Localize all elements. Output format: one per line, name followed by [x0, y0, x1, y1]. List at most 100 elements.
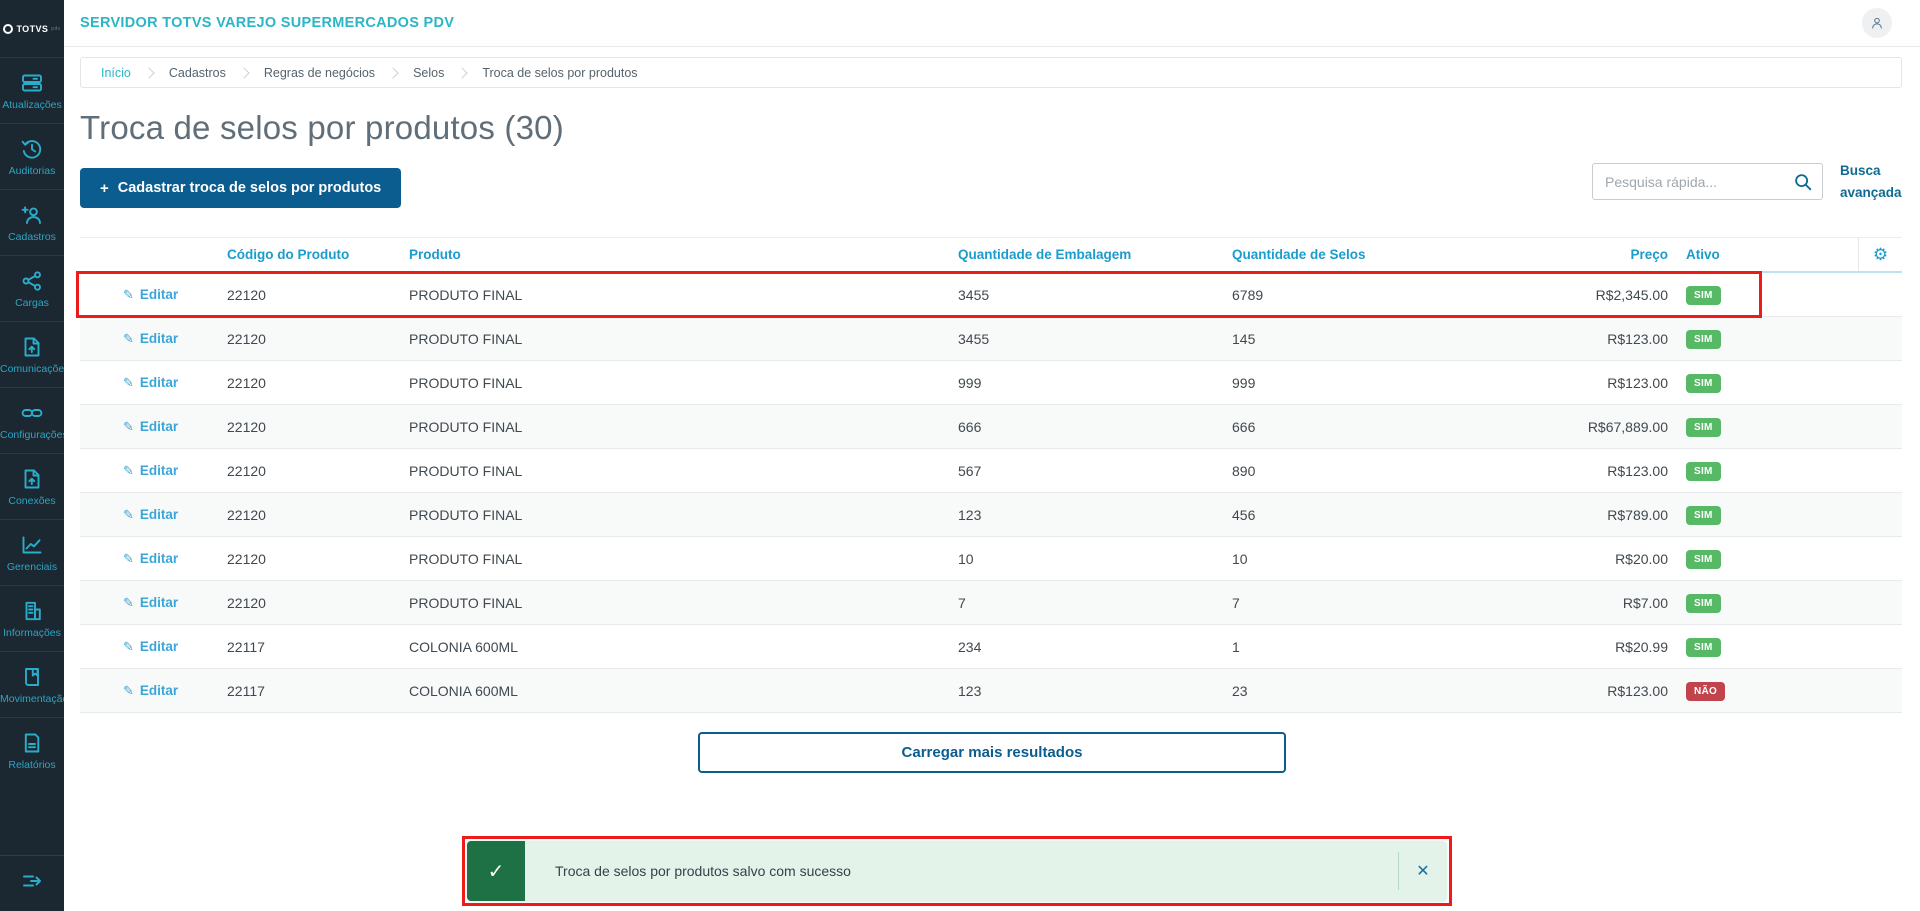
- cell-price: R$123.00: [1607, 682, 1668, 699]
- edit-link[interactable]: ✎ Editar: [80, 595, 227, 611]
- sidebar-item-cargas[interactable]: Cargas: [0, 255, 64, 321]
- cell-active: SIM: [1674, 373, 1858, 393]
- advanced-search-link[interactable]: Busca avançada: [1840, 163, 1902, 200]
- breadcrumb: Início Cadastros Regras de negócios Selos Tr…: [80, 57, 1902, 88]
- cell-product: COLONIA 600ML: [409, 682, 518, 699]
- sidebar-item-conexoes[interactable]: Conexões: [0, 453, 64, 519]
- status-badge: NÃO: [1686, 681, 1726, 701]
- table-row: ✎ Editar 22120 PRODUTO FINAL 3455 145 R$…: [80, 317, 1902, 361]
- breadcrumb-item-2[interactable]: Cadastros: [168, 65, 226, 80]
- edit-link[interactable]: ✎ Editar: [80, 551, 227, 567]
- cell-active: SIM: [1674, 505, 1858, 525]
- table-row: ✎ Editar 22120 PRODUTO FINAL 567 890 R$1…: [80, 449, 1902, 493]
- cell-product: PRODUTO FINAL: [409, 286, 523, 303]
- pencil-icon: ✎: [123, 638, 134, 654]
- search-input[interactable]: [1592, 163, 1823, 200]
- expand-menu-button[interactable]: [0, 855, 64, 911]
- column-header-price: Preço: [1630, 247, 1668, 262]
- table-header-row: Código do Produto Produto Quantidade de …: [80, 238, 1902, 273]
- edit-link-label: Editar: [139, 331, 179, 346]
- breadcrumb-item-4[interactable]: Selos: [413, 65, 445, 80]
- edit-link[interactable]: ✎ Editar: [80, 287, 227, 303]
- load-more-button[interactable]: Carregar mais resultados: [698, 732, 1286, 773]
- edit-link-label: Editar: [139, 683, 179, 698]
- edit-link[interactable]: ✎ Editar: [80, 639, 227, 655]
- breadcrumb-item-3[interactable]: Regras de negócios: [263, 65, 376, 80]
- cell-package-qty: 10: [958, 550, 974, 567]
- sidebar-item-configuracoes[interactable]: Configurações: [0, 387, 64, 453]
- table-settings-gear-icon[interactable]: ⚙: [1858, 238, 1902, 271]
- pencil-icon: ✎: [123, 462, 134, 478]
- document-icon: [20, 731, 44, 755]
- cell-product-code: 22120: [227, 374, 266, 391]
- cell-product-code: 22120: [227, 418, 266, 435]
- breadcrumb-chevron-icon: [387, 66, 399, 79]
- cell-package-qty: 999: [958, 374, 982, 391]
- edit-link[interactable]: ✎ Editar: [80, 683, 227, 699]
- sidebar-item-relatorios[interactable]: Relatórios: [0, 717, 64, 783]
- sidebar-item-gerenciais[interactable]: Gerenciais: [0, 519, 64, 585]
- edit-link[interactable]: ✎ Editar: [80, 375, 227, 391]
- sidebar-nav: Atualizações Auditorias Cadastros Cargas Com…: [0, 57, 64, 783]
- cell-active: SIM: [1674, 417, 1858, 437]
- cell-price: R$20.99: [1615, 638, 1668, 655]
- cell-product: PRODUTO FINAL: [409, 550, 523, 567]
- breadcrumb-chevron-icon: [143, 66, 155, 79]
- breadcrumb-item-5: Troca de selos por produtos: [482, 65, 638, 80]
- page-title: Troca de selos por produtos (30): [80, 109, 564, 146]
- edit-link-label: Editar: [139, 595, 179, 610]
- sidebar-item-informacoes[interactable]: Informações: [0, 585, 64, 651]
- sidebar-item-atualizacoes[interactable]: Atualizações: [0, 57, 64, 123]
- totvs-logo: TOTVS pdv: [0, 0, 64, 57]
- history-icon: [20, 137, 44, 161]
- cell-stamps-qty: 7: [1232, 594, 1240, 611]
- cell-active: SIM: [1674, 549, 1858, 569]
- search-icon[interactable]: [1790, 169, 1815, 194]
- edit-link-label: Editar: [139, 551, 179, 566]
- breadcrumb-item-1[interactable]: Início: [101, 65, 131, 80]
- pencil-icon: ✎: [123, 418, 134, 434]
- cell-product-code: 22120: [227, 550, 266, 567]
- breadcrumb-chevron-icon: [456, 66, 469, 79]
- edit-link-label: Editar: [139, 419, 179, 434]
- building-icon: [20, 599, 44, 623]
- sidebar-item-movimentacao[interactable]: Movimentação: [0, 651, 64, 717]
- sidebar-item-cadastros[interactable]: Cadastros: [0, 189, 64, 255]
- table-row: ✎ Editar 22120 PRODUTO FINAL 3455 6789 R…: [80, 273, 1902, 317]
- table-row: ✎ Editar 22120 PRODUTO FINAL 7 7 R$7.00 …: [80, 581, 1902, 625]
- cell-active: SIM: [1674, 329, 1858, 349]
- edit-link-label: Editar: [139, 507, 179, 522]
- main-area: SERVIDOR TOTVS VAREJO SUPERMERCADOS PDV …: [64, 0, 1920, 911]
- table-row: ✎ Editar 22120 PRODUTO FINAL 999 999 R$1…: [80, 361, 1902, 405]
- edit-link[interactable]: ✎ Editar: [80, 507, 227, 523]
- cell-product: PRODUTO FINAL: [409, 418, 523, 435]
- cell-active: SIM: [1674, 461, 1858, 481]
- status-badge: SIM: [1686, 373, 1721, 393]
- sidebar-item-label: Cargas: [15, 296, 49, 309]
- column-header-product-code: Código do Produto: [227, 247, 350, 262]
- edit-link-label: Editar: [139, 375, 179, 390]
- status-badge: SIM: [1686, 593, 1721, 613]
- cell-stamps-qty: 1: [1232, 638, 1240, 655]
- sidebar-item-label: Cadastros: [8, 230, 56, 243]
- edit-link[interactable]: ✎ Editar: [80, 463, 227, 479]
- cell-package-qty: 123: [958, 682, 982, 699]
- sidebar-item-auditorias[interactable]: Auditorias: [0, 123, 64, 189]
- sidebar-item-comunicacoes[interactable]: Comunicações: [0, 321, 64, 387]
- cell-price: R$123.00: [1607, 462, 1668, 479]
- sidebar-item-label: Conexões: [8, 494, 56, 507]
- edit-link[interactable]: ✎ Editar: [80, 331, 227, 347]
- add-record-button[interactable]: + Cadastrar troca de selos por produtos: [80, 168, 402, 208]
- server-title: SERVIDOR TOTVS VAREJO SUPERMERCADOS PDV: [80, 15, 455, 31]
- column-header-product: Produto: [409, 247, 461, 262]
- table-row: ✎ Editar 22120 PRODUTO FINAL 666 666 R$6…: [80, 405, 1902, 449]
- cell-product: COLONIA 600ML: [409, 638, 518, 655]
- close-icon[interactable]: ✕: [1416, 863, 1430, 880]
- share-icon: [20, 269, 44, 293]
- status-badge: SIM: [1686, 549, 1721, 569]
- pencil-icon: ✎: [123, 682, 134, 698]
- user-avatar[interactable]: [1862, 8, 1892, 38]
- cell-product-code: 22120: [227, 462, 266, 479]
- sidebar-item-label: Comunicações: [0, 362, 64, 375]
- edit-link[interactable]: ✎ Editar: [80, 419, 227, 435]
